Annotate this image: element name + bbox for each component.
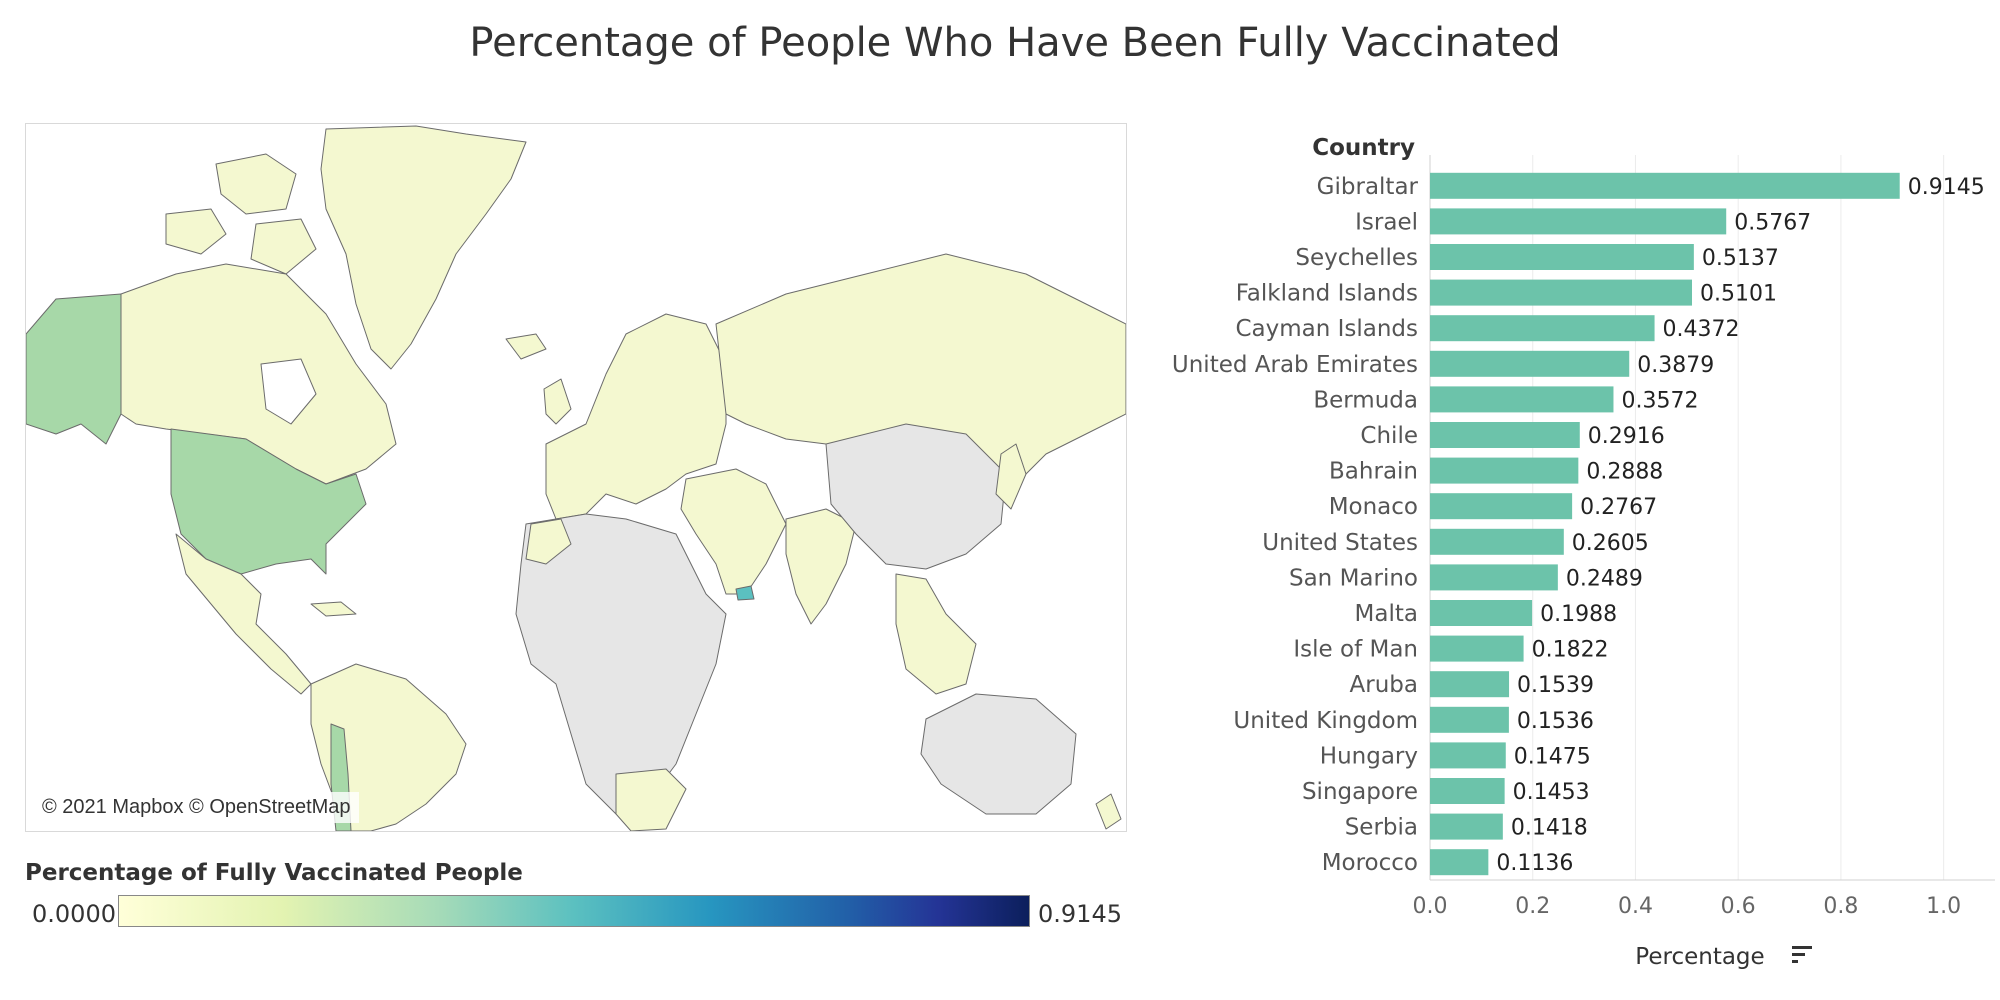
map-region-southeast-asia [895, 573, 977, 695]
category-label-2: Seychelles [1295, 245, 1418, 271]
value-label-19: 0.1136 [1496, 851, 1573, 876]
legend-title: Percentage of Fully Vaccinated People [25, 860, 523, 886]
bars: Gibraltar 0.9145 Israel 0.5767 Seychelles 0.5… [1172, 172, 1985, 876]
category-label-18: Serbia [1345, 815, 1418, 841]
category-label-5: United Arab Emirates [1172, 352, 1418, 378]
category-label-9: Monaco [1329, 494, 1418, 520]
value-label-2: 0.5137 [1702, 246, 1779, 271]
value-label-18: 0.1418 [1511, 816, 1588, 841]
legend-color-scale [118, 895, 1030, 927]
bar-14[interactable] [1430, 671, 1510, 698]
bar-13[interactable] [1430, 635, 1524, 662]
value-label-11: 0.2489 [1566, 566, 1643, 591]
map-region-united-states [170, 428, 367, 575]
bar-17[interactable] [1430, 778, 1505, 804]
x-axis-title: Percentage [1635, 944, 1764, 970]
value-label-6: 0.3572 [1621, 388, 1698, 413]
legend-max-label: 0.9145 [1038, 900, 1122, 928]
map-region-south-america [310, 663, 467, 831]
map-region-canada [120, 263, 397, 485]
map-region-united-kingdom [543, 378, 572, 425]
map-region-new-zealand [1095, 793, 1122, 830]
value-label-17: 0.1453 [1513, 780, 1590, 805]
bar-11[interactable] [1430, 564, 1558, 591]
x-tick-label-3: 0.6 [1721, 894, 1756, 919]
x-tick-label-1: 0.2 [1515, 894, 1550, 919]
bar-9[interactable] [1430, 493, 1573, 520]
legend-min-label: 0.0000 [32, 900, 116, 928]
bar-18[interactable] [1430, 813, 1503, 840]
value-label-10: 0.2605 [1572, 531, 1649, 556]
value-label-14: 0.1539 [1517, 673, 1594, 698]
category-label-6: Bermuda [1313, 387, 1418, 413]
world-map-svg[interactable] [26, 124, 1126, 831]
value-label-12: 0.1988 [1540, 602, 1617, 627]
bar-5[interactable] [1430, 350, 1630, 377]
map-region-southern-africa [615, 768, 687, 831]
x-tick-label-0: 0.0 [1413, 894, 1448, 919]
category-label-1: Israel [1355, 209, 1418, 235]
sort-descending-icon[interactable] [1792, 946, 1812, 963]
value-label-9: 0.2767 [1580, 495, 1657, 520]
map-attribution[interactable]: © 2021 Mapbox © OpenStreetMap [34, 792, 359, 823]
map-region-uae [735, 585, 755, 601]
category-label-8: Bahrain [1329, 459, 1418, 485]
value-label-8: 0.2888 [1586, 460, 1663, 485]
bar-15[interactable] [1430, 706, 1509, 733]
bar-7[interactable] [1430, 422, 1580, 448]
bar-3[interactable] [1430, 279, 1693, 306]
map-region-japan [995, 443, 1027, 510]
bar-2[interactable] [1430, 244, 1694, 270]
bar-16[interactable] [1430, 742, 1506, 769]
map-region-iceland [505, 333, 547, 360]
value-label-5: 0.3879 [1637, 353, 1714, 378]
bar-12[interactable] [1430, 600, 1533, 626]
y-axis-title: Country [1312, 135, 1415, 161]
category-label-13: Isle of Man [1293, 637, 1418, 663]
x-axis: 0.0 0.2 0.4 0.6 0.8 1.0 [1413, 894, 1962, 919]
value-label-0: 0.9145 [1908, 175, 1985, 200]
category-label-10: United States [1262, 530, 1418, 556]
x-tick-label-4: 0.8 [1823, 894, 1858, 919]
value-label-4: 0.4372 [1663, 317, 1740, 342]
category-label-12: Malta [1355, 601, 1418, 627]
value-label-7: 0.2916 [1588, 424, 1665, 449]
bar-1[interactable] [1430, 208, 1727, 235]
bar-8[interactable] [1430, 457, 1579, 484]
bar-10[interactable] [1430, 528, 1564, 555]
map-region-china [825, 423, 1007, 570]
category-label-3: Falkland Islands [1236, 281, 1418, 307]
x-tick-label-2: 0.4 [1618, 894, 1653, 919]
category-label-19: Morocco [1322, 850, 1418, 876]
map-region-alaska [26, 293, 122, 445]
map-region-greenland [320, 125, 527, 370]
map-region-russia [715, 253, 1126, 505]
map-region-india [785, 508, 857, 625]
x-tick-label-5: 1.0 [1926, 894, 1961, 919]
category-label-11: San Marino [1289, 565, 1418, 591]
category-label-16: Hungary [1320, 743, 1418, 769]
value-label-3: 0.5101 [1700, 282, 1777, 307]
map-region-australia [920, 693, 1077, 815]
value-label-1: 0.5767 [1734, 210, 1811, 235]
category-label-4: Cayman Islands [1235, 316, 1418, 342]
bar-6[interactable] [1430, 386, 1614, 413]
category-label-7: Chile [1360, 423, 1418, 449]
value-label-13: 0.1822 [1532, 638, 1609, 663]
value-label-16: 0.1475 [1514, 744, 1591, 769]
category-label-17: Singapore [1302, 779, 1418, 805]
bar-19[interactable] [1430, 849, 1489, 876]
category-label-15: United Kingdom [1233, 708, 1418, 734]
category-label-0: Gibraltar [1317, 174, 1419, 200]
chart-title: Percentage of People Who Have Been Fully… [469, 20, 1561, 66]
bar-0[interactable] [1430, 172, 1900, 199]
world-map[interactable]: © 2021 Mapbox © OpenStreetMap [25, 123, 1127, 832]
category-label-14: Aruba [1350, 672, 1418, 698]
map-region-morocco [525, 518, 572, 565]
bar-4[interactable] [1430, 315, 1655, 342]
map-region-arctic-islands [215, 153, 297, 215]
value-label-15: 0.1536 [1517, 709, 1594, 734]
